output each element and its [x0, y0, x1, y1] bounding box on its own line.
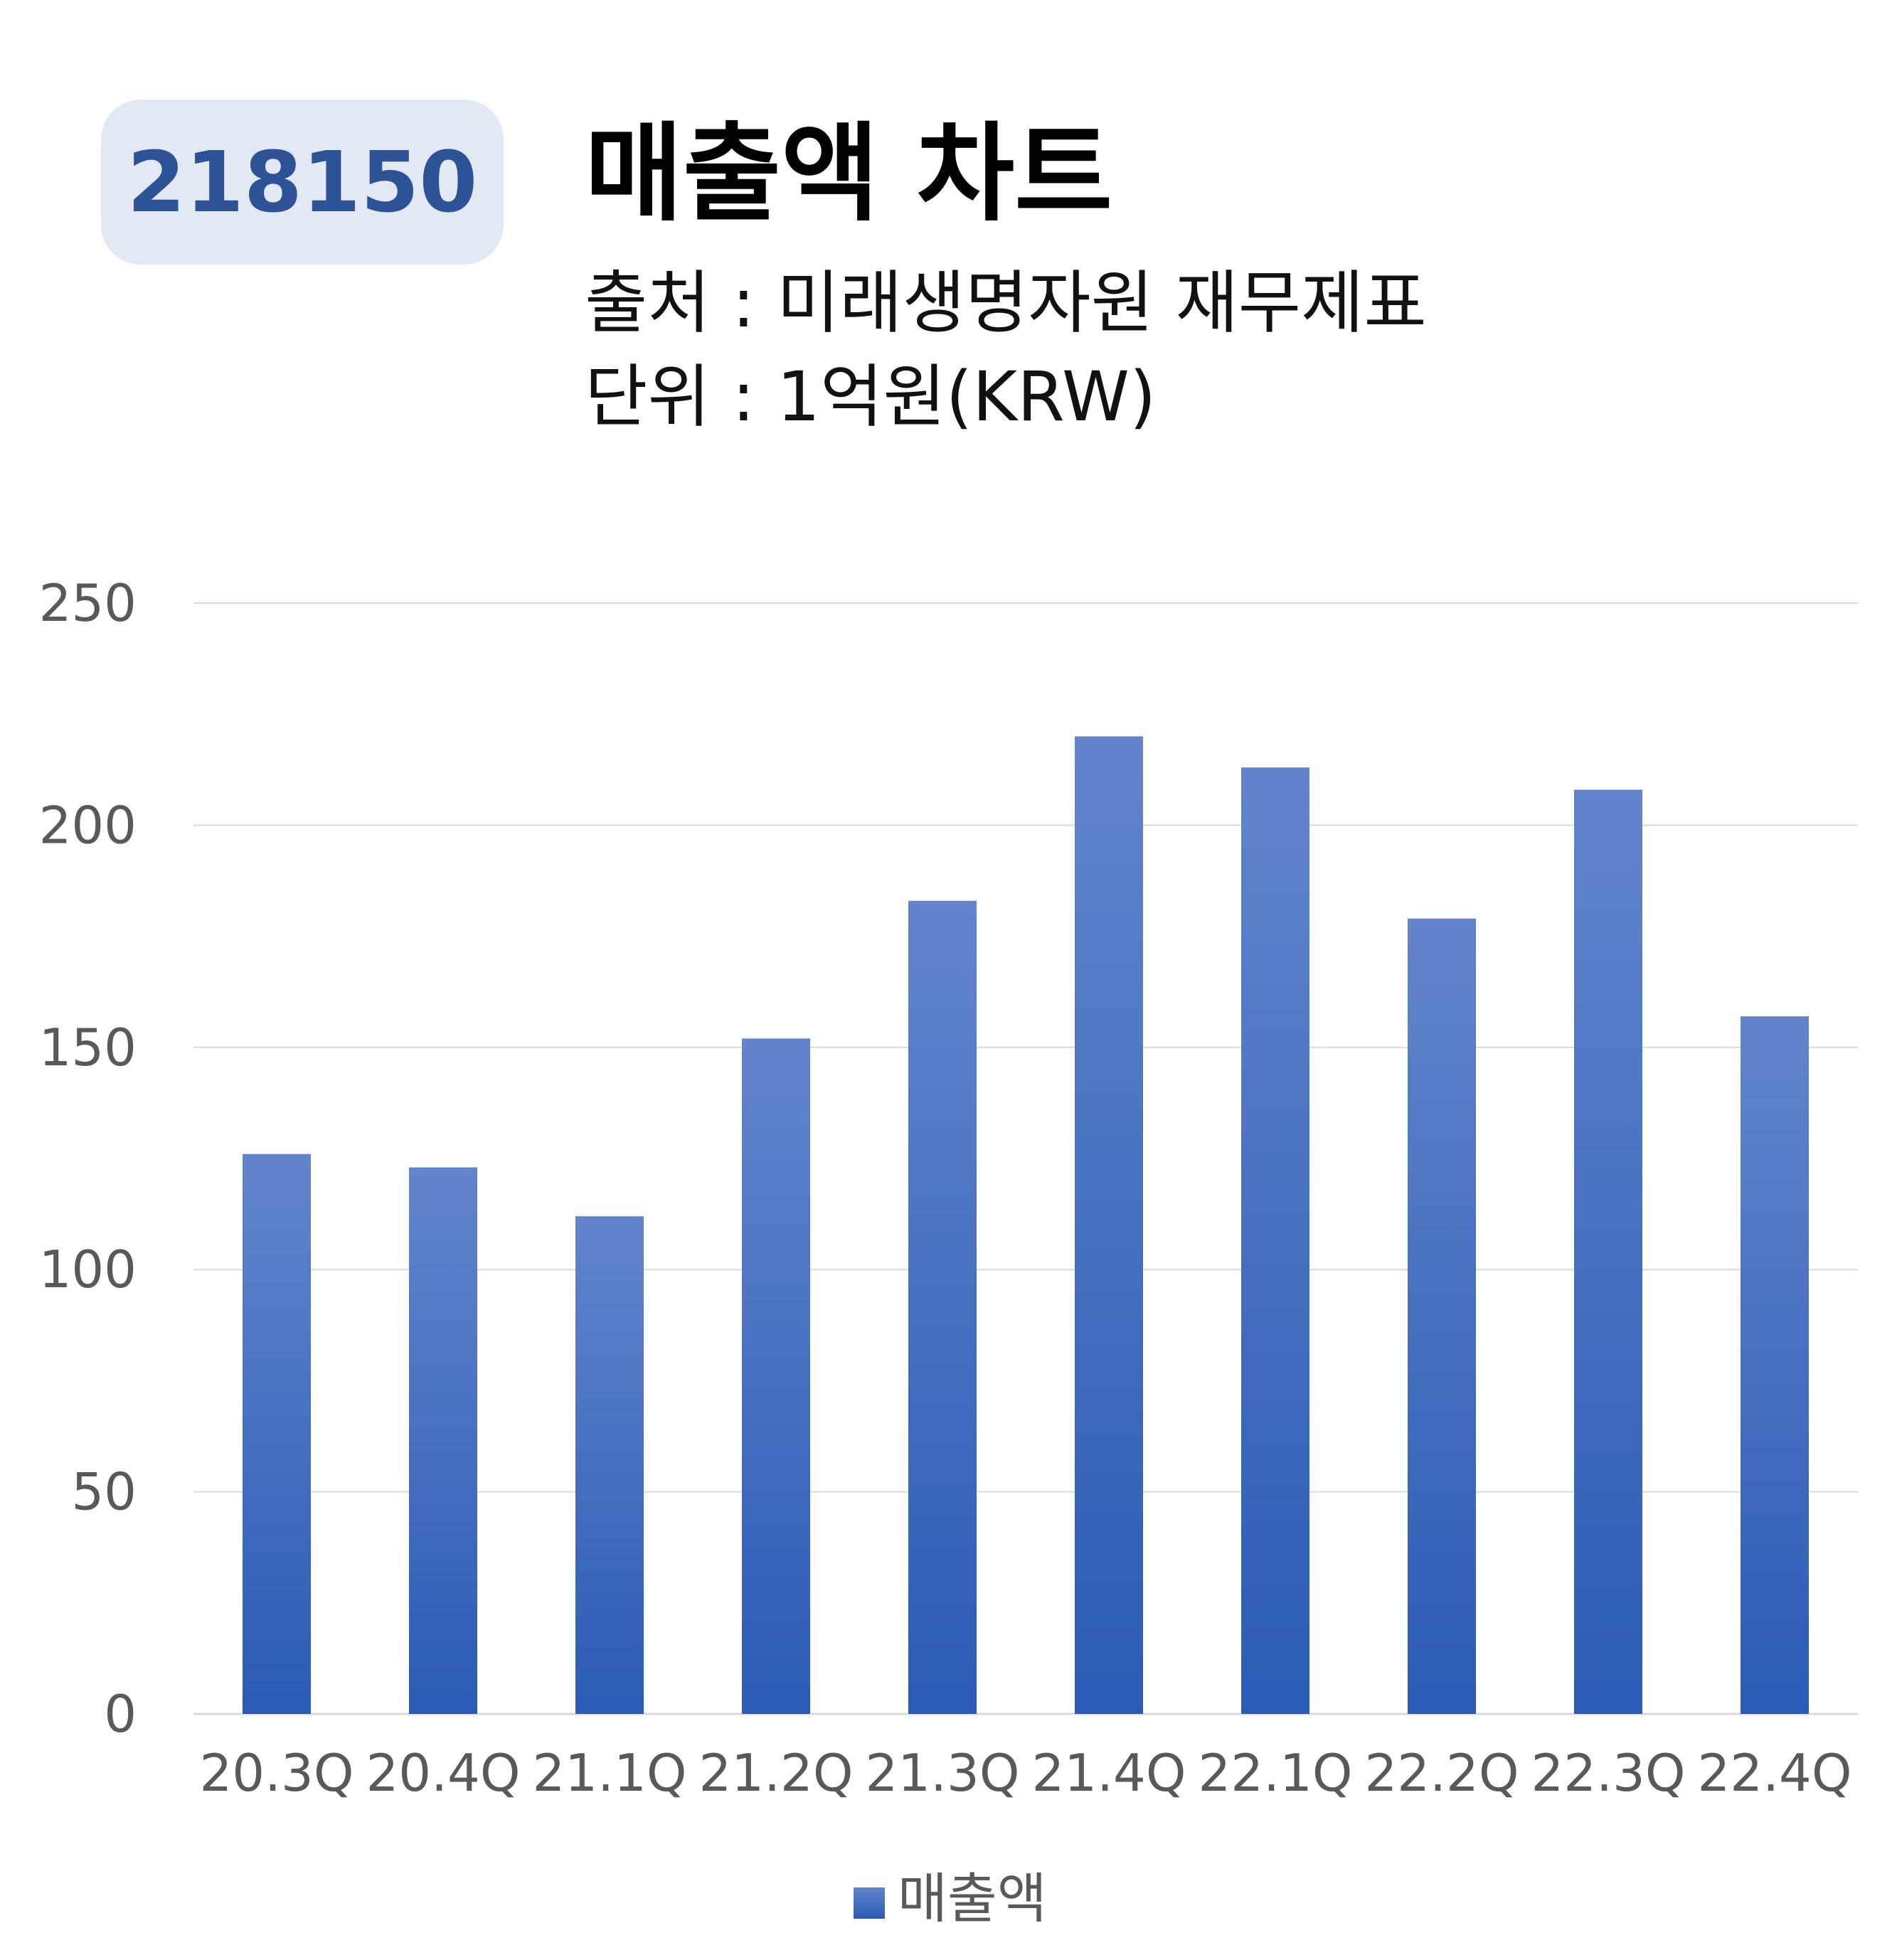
y-tick-label: 250 — [39, 573, 137, 633]
bar-22.1Q — [1241, 767, 1309, 1714]
unit-note: 단위 : 1억원(KRW) — [585, 357, 1157, 437]
legend: 매출액 — [854, 1867, 1047, 1930]
bar-22.4Q — [1741, 1016, 1809, 1714]
x-axis-ticks: 20.3Q 20.4Q 21.1Q 21.2Q 21.3Q 21.4Q 22.1Q 22.2Q… — [200, 1743, 1852, 1803]
x-tick-label: 22.3Q — [1531, 1743, 1686, 1803]
x-tick-label: 21.2Q — [699, 1743, 854, 1803]
bar-21.3Q — [908, 900, 977, 1714]
legend-label: 매출액 — [898, 1867, 1047, 1930]
x-tick-label: 22.2Q — [1365, 1743, 1519, 1803]
x-tick-label: 21.1Q — [533, 1743, 687, 1803]
stock-code: 218150 — [127, 133, 478, 231]
x-tick-label: 22.4Q — [1698, 1743, 1852, 1803]
bar-21.2Q — [742, 1038, 810, 1714]
y-tick-label: 100 — [39, 1240, 137, 1299]
bar-20.3Q — [243, 1154, 311, 1714]
legend-swatch — [854, 1887, 885, 1919]
bar-22.2Q — [1408, 918, 1476, 1714]
chart-title: 매출액 차트 — [585, 112, 1113, 236]
bar-21.1Q — [575, 1216, 644, 1714]
bar-22.3Q — [1574, 789, 1642, 1714]
bar-20.4Q — [409, 1167, 477, 1714]
bars — [243, 736, 1809, 1714]
y-tick-label: 200 — [39, 795, 137, 855]
x-tick-label: 21.4Q — [1032, 1743, 1186, 1803]
x-tick-label: 20.3Q — [200, 1743, 354, 1803]
stock-code-badge: 218150 — [101, 100, 504, 265]
y-tick-label: 50 — [71, 1462, 137, 1522]
y-tick-label: 0 — [104, 1684, 137, 1744]
x-tick-label: 20.4Q — [366, 1743, 521, 1803]
bar-21.4Q — [1075, 736, 1143, 1714]
y-tick-label: 150 — [39, 1018, 137, 1077]
x-tick-label: 21.3Q — [866, 1743, 1020, 1803]
y-axis-ticks: 0 50 100 150 200 250 — [39, 573, 137, 1744]
source-note: 출처 : 미래생명자원 재무제표 — [585, 263, 1427, 343]
x-tick-label: 22.1Q — [1199, 1743, 1353, 1803]
